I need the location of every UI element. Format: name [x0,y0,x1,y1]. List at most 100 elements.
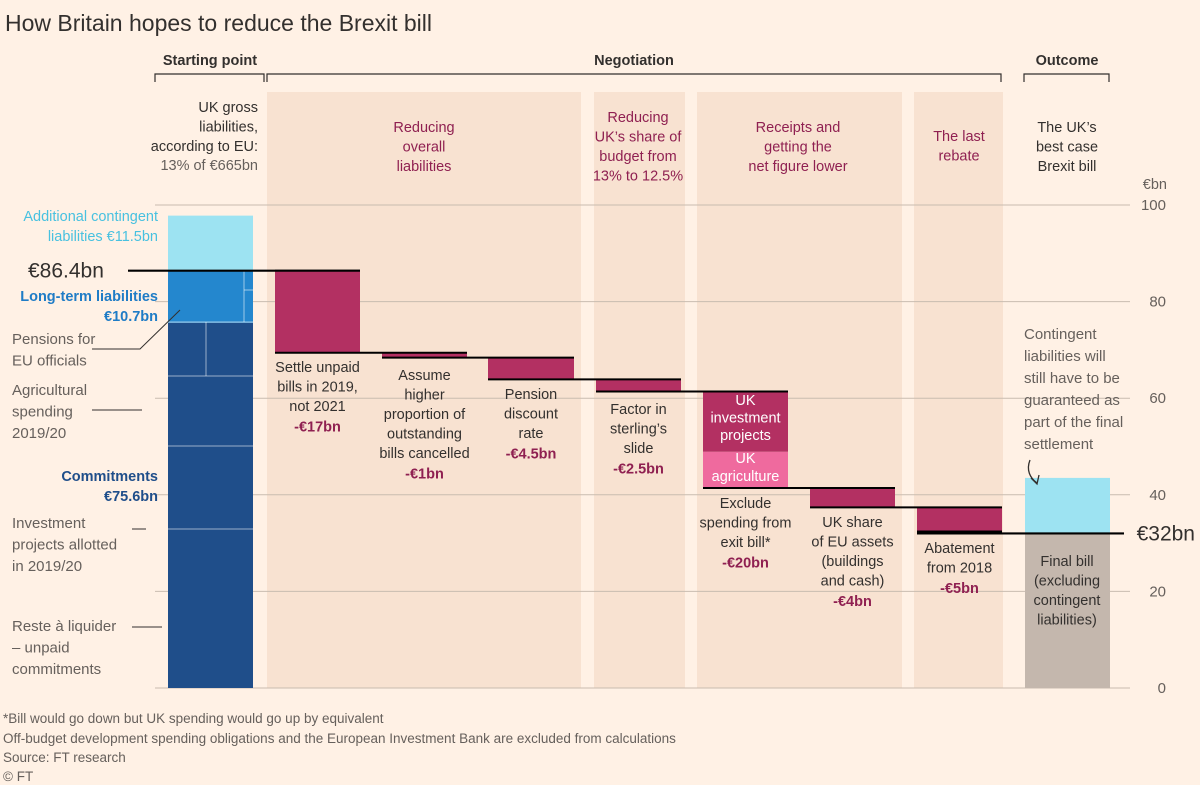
component-note-0-line-1: EU officials [12,353,87,370]
start-bar-commitments [168,322,253,688]
step-label-4-line-0: Exclude [720,496,772,512]
axis-unit-label: €bn [1143,177,1167,193]
final-bill-label-line-0: Final bill [1040,554,1093,570]
outcome-note-line-0: Contingent [1024,326,1097,343]
step-label-1-line-4: bills cancelled [379,446,469,462]
step-bar-2 [488,357,574,380]
band-0 [267,92,581,688]
step-label-5-line-3: and cash) [821,574,885,590]
outcome-note-line-5: settlement [1024,436,1094,453]
step-value-2: -€4.5bn [506,447,557,463]
end-total-label: €32bn [1137,522,1195,545]
outcome-bar-contingent [1025,477,1110,534]
start-caption-line-2: according to EU: [151,139,258,155]
step-label-3-line-0: Factor in [610,402,666,418]
step-label-0-line-0: Settle unpaid [275,360,360,376]
section-header-start: Starting point [163,53,257,69]
axis-tick-80: 80 [1149,294,1166,311]
footer-line-1: Off-budget development spending obligati… [3,731,676,746]
step-label-2-line-1: discount [504,407,558,423]
inner-label-investment-line-2: projects [720,428,771,444]
bands-layer [267,92,1003,688]
start-caption-sub: 13% of €665bn [160,158,258,174]
final-bill-label-line-1: (excluding [1034,574,1100,590]
step-label-5-line-0: UK share [822,515,882,531]
step-label-1-line-3: outstanding [387,427,462,443]
step-value-0: -€17bn [294,420,341,436]
step-value-3: -€2.5bn [613,462,664,478]
band-title-1-line-0: Reducing [607,110,668,126]
chart-title: How Britain hopes to reduce the Brexit b… [5,10,432,36]
label-long-term-line-0: Long-term liabilities [20,289,158,305]
footer-line-0: *Bill would go down but UK spending woul… [3,711,384,726]
step-label-1-line-0: Assume [398,368,450,384]
start-bar-contingent [168,215,253,272]
band-title-2-line-2: net figure lower [748,159,847,175]
component-note-2-line-0: Investment [12,515,86,532]
outcome-caption-line-0: The UK’s [1037,120,1096,136]
section-bracket-negotiation [266,73,1002,82]
band-title-2-line-1: getting the [764,140,832,156]
final-bill-label-line-3: liabilities) [1037,613,1097,629]
outcome-note-arrowhead [1030,474,1040,486]
step-bar-3 [596,379,681,392]
inner-label-agriculture-line-0: UK [735,451,755,467]
step-bar-5 [810,488,895,508]
step-label-0-line-2: not 2021 [289,399,345,415]
label-contingent-line-0: Additional contingent [23,209,158,225]
band-2 [697,92,902,688]
step-label-5-line-2: (buildings [821,554,883,570]
step-label-5-line-1: of EU assets [811,535,893,551]
footer-line-2: Source: FT research [3,750,126,765]
start-caption-line-1: liabilities, [199,120,258,136]
label-contingent-line-1: liabilities €11.5bn [48,229,158,245]
label-commitments-line-1: €75.6bn [104,489,158,505]
band-title-0-line-1: overall [403,140,446,156]
final-bill-label-line-2: contingent [1034,593,1101,609]
component-note-1-line-1: spending [12,404,73,421]
step-bar-1 [382,352,467,358]
outcome-note-line-2: still have to be [1024,370,1120,387]
step-label-6-line-0: Abatement [924,541,994,557]
component-note-1-line-0: Agricultural [12,382,87,399]
marks-layer [128,215,1124,688]
step-label-2-line-0: Pension [505,387,557,403]
step-label-4-line-2: exit bill* [721,535,771,551]
start-caption-line-0: UK gross [198,100,258,116]
step-bar-6 [917,507,1002,532]
step-label-1-line-2: proportion of [384,407,466,423]
step-value-6: -€5bn [940,581,979,597]
axis-tick-60: 60 [1149,390,1166,407]
step-bar-0 [275,270,360,353]
step-label-2-line-2: rate [519,426,544,442]
outcome-caption-line-2: Brexit bill [1038,159,1097,175]
band-3 [914,92,1003,688]
text-layer: How Britain hopes to reduce the Brexit b… [3,10,1195,784]
outcome-note-line-4: part of the final [1024,414,1123,431]
component-note-2-line-2: in 2019/20 [12,558,82,575]
section-header-negotiation: Negotiation [594,53,674,69]
label-long-term-line-1: €10.7bn [104,309,158,325]
step-label-3-line-2: slide [624,441,654,457]
inner-label-agriculture-line-1: agriculture [712,469,780,485]
step-value-4: -€20bn [722,556,769,572]
band-title-2-line-0: Receipts and [756,120,841,136]
step-label-0-line-1: bills in 2019, [277,380,358,396]
step-value-1: -€1bn [405,467,444,483]
step-bar-4-agriculture [703,451,788,489]
label-commitments-line-0: Commitments [61,469,158,485]
band-title-0-line-2: liabilities [397,159,452,175]
outcome-note-line-3: guaranteed as [1024,392,1120,409]
axis-tick-100: 100 [1141,197,1166,214]
step-label-6-line-1: from 2018 [927,561,992,577]
component-note-3-line-0: Reste à liquider [12,618,116,635]
outcome-bar-final [1025,533,1110,688]
step-label-3-line-1: sterling’s [610,422,667,438]
section-bracket-outcome [1023,73,1110,82]
outcome-note-line-1: liabilities will [1024,348,1106,365]
band-title-1-line-3: 13% to 12.5% [593,169,683,185]
outcome-caption-line-1: best case [1036,140,1098,156]
axis-tick-40: 40 [1149,487,1166,504]
step-label-1-line-1: higher [404,388,444,404]
start-bar-long-term [168,271,253,323]
